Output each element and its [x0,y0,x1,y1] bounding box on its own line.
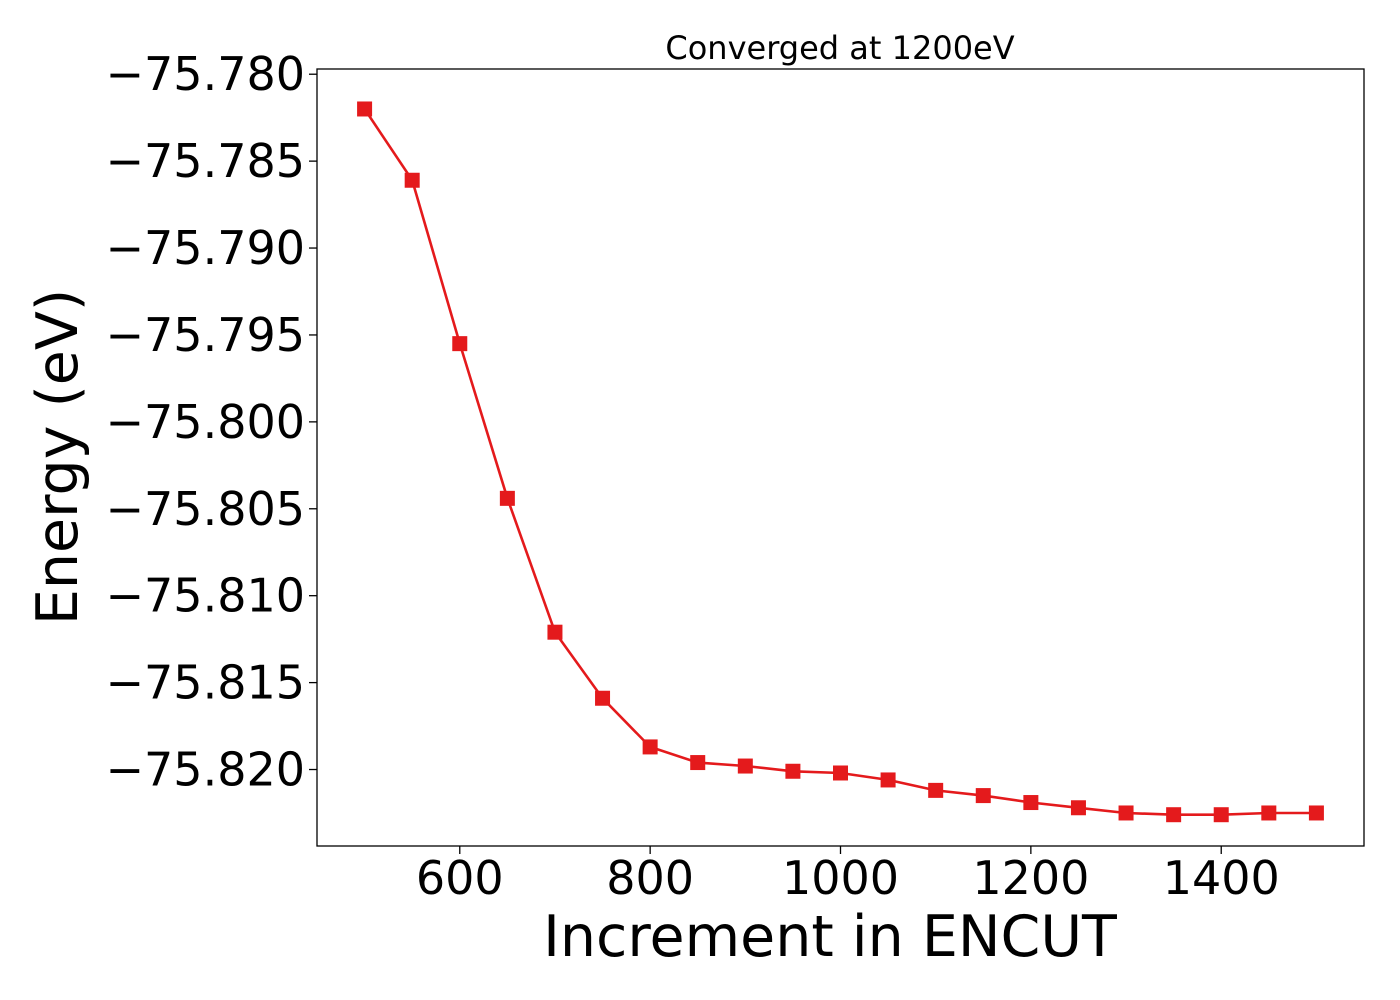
x-tick-label: 600 [416,851,504,905]
y-tick-label: −75.805 [106,482,306,536]
data-point-marker [1308,805,1324,821]
series-line [363,108,1317,816]
data-point-marker [1070,800,1086,816]
x-axis-ticks: 600 800 1000 1200 1400 [416,846,1280,905]
data-point-marker [1213,807,1229,823]
y-tick-label: −75.790 [106,221,306,275]
data-point-marker [1261,805,1277,821]
y-axis-ticks: −75.780 −75.785 −75.790 −75.795 −75.800 −75.8… [106,47,317,797]
data-point-marker [928,782,944,798]
data-point-marker [833,765,848,781]
data-point-marker [975,788,991,804]
data-point-marker [785,763,801,779]
y-tick-label: −75.780 [106,47,306,101]
y-tick-label: −75.795 [106,308,306,362]
data-point-marker [690,755,706,771]
data-point-marker [595,690,611,706]
data-point-marker [547,624,563,640]
data-point-marker [404,172,420,188]
plot-area-frame [316,68,1365,847]
data-point-marker [452,336,468,352]
data-point-marker [737,758,753,774]
x-tick-label: 1200 [972,851,1089,905]
y-tick-label: −75.810 [106,569,306,623]
data-point-marker [642,739,658,755]
data-point-marker [1023,795,1039,811]
data-point-marker [1118,805,1134,821]
y-tick-label: −75.815 [106,656,306,710]
x-tick-label: 800 [606,851,694,905]
chart-title: Converged at 1200eV [665,29,1014,67]
y-tick-label: −75.820 [106,743,306,797]
data-point-marker [357,101,373,117]
y-tick-label: −75.785 [106,134,306,188]
x-axis-title: Increment in ENCUT [543,904,1117,970]
y-axis-title: Energy (eV) [25,289,91,625]
x-tick-label: 1400 [1163,851,1280,905]
y-tick-label: −75.800 [106,395,306,449]
data-point-marker [1166,807,1182,823]
data-point-marker [499,490,515,506]
series-markers [357,101,1324,823]
data-point-marker [880,772,896,788]
x-tick-label: 1000 [782,851,899,905]
